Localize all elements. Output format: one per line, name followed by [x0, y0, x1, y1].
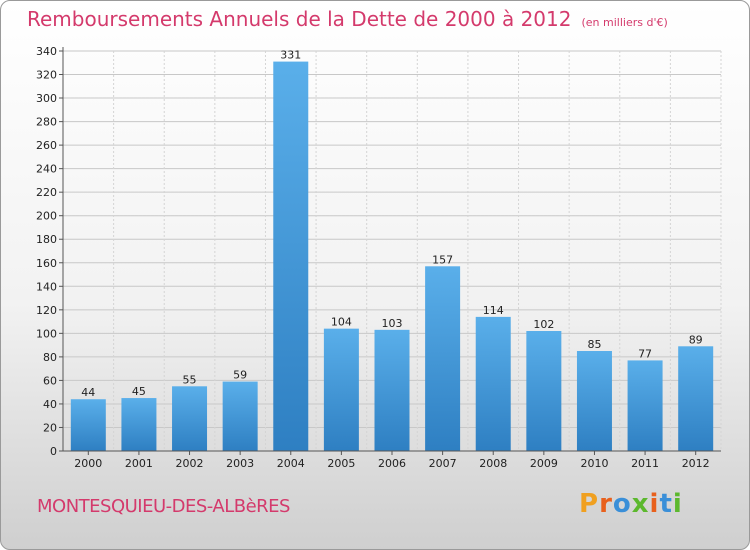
bar — [678, 346, 714, 451]
bars: 44 45 55 59 331 104 103 157 114 102 85 77 89 — [70, 49, 714, 452]
bar-value-label: 45 — [132, 385, 146, 398]
logo-letter: i — [649, 489, 660, 519]
x-tick-label: 2010 — [580, 457, 608, 470]
bar-value-label: 114 — [483, 304, 504, 317]
bar — [323, 328, 359, 451]
axes: 0 20 40 60 80 100 120 140 160 180 200 220 240 260 280 3… — [36, 45, 721, 470]
logo-letter: r — [599, 489, 613, 519]
bar-value-label: 77 — [638, 347, 652, 360]
x-tick-label: 2006 — [378, 457, 406, 470]
x-tick-label: 2007 — [429, 457, 457, 470]
bar — [627, 360, 663, 451]
logo-letter: t — [659, 489, 673, 519]
bar — [121, 398, 157, 451]
bar-value-label: 102 — [533, 318, 554, 331]
logo-letter: i — [672, 489, 683, 519]
bar-value-label: 44 — [81, 386, 95, 399]
y-tick-label: 80 — [43, 351, 57, 364]
y-tick-label: 180 — [36, 233, 57, 246]
logo-letter: P — [579, 489, 600, 519]
y-tick-label: 220 — [36, 186, 57, 199]
x-tick-label: 2003 — [226, 457, 254, 470]
x-tick-label: 2004 — [277, 457, 305, 470]
bar-value-label: 104 — [331, 316, 352, 329]
logo-letter: o — [612, 489, 632, 519]
y-tick-label: 340 — [36, 45, 57, 58]
y-tick-label: 260 — [36, 139, 57, 152]
x-tick-label: 2011 — [631, 457, 659, 470]
commune-name: MONTESQUIEU-DES-ALBèRES — [37, 496, 290, 517]
y-tick-label: 160 — [36, 257, 57, 270]
bar — [172, 386, 208, 451]
bar — [374, 329, 410, 451]
bar-value-label: 89 — [689, 333, 703, 346]
y-tick-label: 140 — [36, 280, 57, 293]
x-tick-label: 2008 — [479, 457, 507, 470]
x-tick-label: 2001 — [125, 457, 153, 470]
x-tick-label: 2012 — [682, 457, 710, 470]
bar — [526, 331, 562, 451]
bar-value-label: 103 — [382, 317, 403, 330]
bar — [576, 351, 612, 451]
bar-value-label: 157 — [432, 253, 453, 266]
bar — [475, 316, 511, 451]
bar — [425, 266, 461, 451]
bar-value-label: 55 — [183, 373, 197, 386]
x-tick-label: 2000 — [74, 457, 102, 470]
bar — [70, 399, 106, 451]
y-tick-label: 280 — [36, 116, 57, 129]
y-tick-label: 20 — [43, 421, 57, 434]
y-tick-label: 100 — [36, 327, 57, 340]
y-tick-label: 120 — [36, 304, 57, 317]
y-tick-label: 60 — [43, 374, 57, 387]
x-tick-label: 2002 — [176, 457, 204, 470]
y-tick-label: 40 — [43, 398, 57, 411]
y-tick-label: 0 — [50, 445, 57, 458]
y-tick-label: 200 — [36, 210, 57, 223]
y-tick-label: 240 — [36, 163, 57, 176]
proxiti-logo: Proxiti — [579, 489, 683, 519]
bar — [222, 381, 258, 451]
bar-value-label: 331 — [280, 49, 301, 62]
logo-letter: x — [631, 489, 650, 519]
chart-unit: (en milliers d'€) — [581, 16, 668, 29]
bar-value-label: 59 — [233, 369, 247, 382]
y-tick-label: 300 — [36, 92, 57, 105]
chart-title: Remboursements Annuels de la Dette de 20… — [27, 7, 668, 31]
bar-value-label: 85 — [587, 338, 601, 351]
bar — [273, 61, 309, 452]
x-tick-label: 2009 — [530, 457, 558, 470]
y-tick-label: 320 — [36, 69, 57, 82]
x-tick-label: 2005 — [327, 457, 355, 470]
